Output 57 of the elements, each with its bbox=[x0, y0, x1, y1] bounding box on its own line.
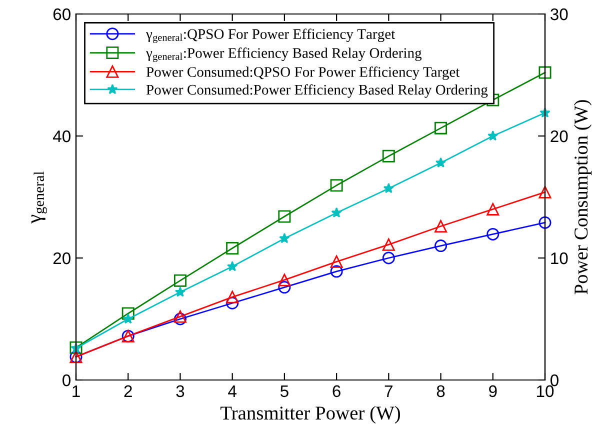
x-tick-label: 8 bbox=[436, 385, 445, 398]
point bbox=[435, 157, 446, 168]
x-tick-label: 6 bbox=[332, 385, 340, 398]
point bbox=[122, 307, 134, 320]
point bbox=[382, 238, 395, 251]
y2-tick-label: 20 bbox=[550, 130, 568, 142]
point bbox=[278, 281, 291, 294]
point bbox=[486, 202, 500, 216]
point bbox=[174, 310, 186, 323]
point bbox=[279, 232, 290, 244]
point bbox=[278, 274, 291, 286]
point bbox=[486, 228, 500, 240]
legend-label: γ$_{general}$:QPSO For Power Efficiency Target bbox=[146, 28, 396, 44]
x-tick-label: 2 bbox=[124, 385, 132, 397]
point bbox=[383, 182, 394, 194]
point bbox=[330, 255, 343, 268]
y2-tick-label: 30 bbox=[550, 8, 568, 20]
point bbox=[174, 286, 186, 297]
x-tick-label: 9 bbox=[489, 385, 497, 398]
point bbox=[382, 252, 395, 264]
y2-axis-title: Power Consumption (W) bbox=[574, 100, 592, 294]
point bbox=[174, 312, 186, 326]
y-tick-label: 60 bbox=[53, 8, 70, 20]
y-tick-label: 40 bbox=[52, 130, 70, 142]
x-tick-label: 1 bbox=[72, 385, 80, 397]
point bbox=[382, 150, 395, 162]
point bbox=[226, 296, 239, 310]
y-tick-label: 20 bbox=[53, 252, 70, 264]
point bbox=[538, 66, 552, 79]
point bbox=[330, 179, 343, 192]
x-tick-label: 4 bbox=[228, 385, 236, 397]
x-axis-title: Transmitter Power (W) bbox=[220, 406, 400, 424]
point bbox=[122, 313, 134, 324]
x-tick-label: 5 bbox=[280, 385, 288, 398]
point bbox=[331, 207, 342, 218]
point bbox=[434, 240, 448, 252]
x-tick-label: 3 bbox=[176, 385, 184, 398]
point bbox=[226, 242, 239, 254]
x-tick-label: 7 bbox=[384, 385, 392, 397]
point bbox=[330, 265, 343, 278]
point bbox=[226, 290, 239, 304]
point bbox=[434, 220, 448, 233]
point bbox=[488, 130, 498, 141]
point bbox=[174, 274, 186, 287]
legend-label: γ$_{general}$:Power Efficiency Based Relay Ordering bbox=[146, 48, 422, 62]
legend-label: Power Consumed:QPSO For Power Efficiency Target bbox=[146, 66, 460, 80]
y2-tick-label: 10 bbox=[551, 252, 568, 264]
y-tick-label: 0 bbox=[62, 374, 70, 386]
y-axis-title: γ$_{general}$ bbox=[31, 171, 47, 224]
point bbox=[278, 210, 291, 223]
point bbox=[434, 122, 448, 134]
point bbox=[227, 260, 238, 272]
point bbox=[538, 216, 552, 229]
point bbox=[538, 186, 552, 198]
legend-label: Power Consumed:Power Efficiency Based Relay Ordering bbox=[146, 84, 488, 98]
x-tick-label: 10 bbox=[537, 385, 554, 398]
y2-tick-label: 0 bbox=[550, 374, 558, 386]
